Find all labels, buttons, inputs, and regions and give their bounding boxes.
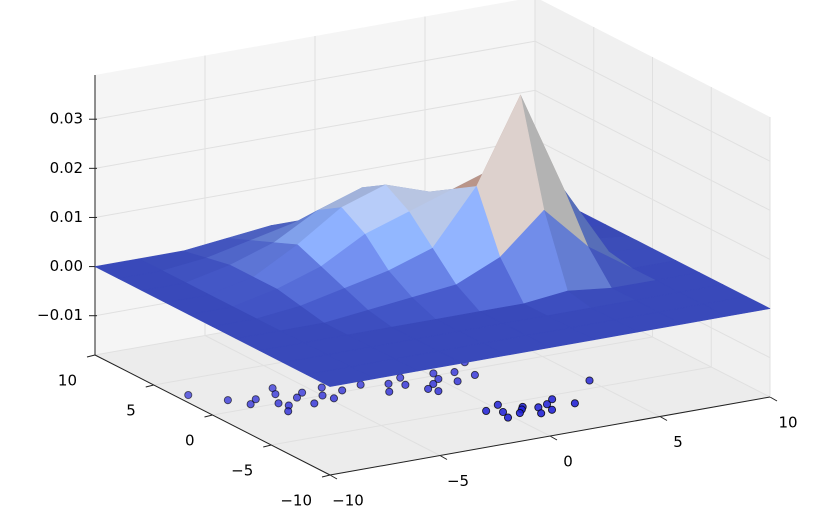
- y-tick-label: 5: [126, 402, 136, 420]
- scatter-point: [542, 400, 552, 409]
- scatter-point: [503, 413, 513, 422]
- scatter-point: [292, 393, 302, 402]
- z-tick-label: 0.03: [50, 110, 83, 128]
- y-tick: [145, 384, 154, 388]
- scatter-point: [434, 374, 443, 384]
- scatter-point: [450, 368, 459, 377]
- z-tick-label: 0.02: [50, 159, 83, 177]
- scatter-point: [385, 387, 394, 396]
- axis-line: [329, 396, 771, 476]
- x-tick-label: −10: [332, 492, 364, 510]
- x-tick: [659, 416, 668, 421]
- scatter-point: [424, 384, 433, 393]
- z-tick-label: 0.01: [50, 208, 83, 226]
- scatter-point: [396, 373, 405, 382]
- x-tick-label: 10: [778, 414, 797, 432]
- grid-line: [94, 138, 536, 218]
- scatter-point: [274, 399, 283, 408]
- scatter-point: [537, 409, 546, 418]
- grid-line: [534, 139, 771, 260]
- y-tick: [321, 474, 331, 478]
- grid-line: [534, 40, 771, 162]
- y-tick: [263, 444, 272, 448]
- y-tick-label: 10: [58, 372, 77, 390]
- scatter-point: [338, 386, 347, 395]
- x-tick: [549, 435, 558, 441]
- scatter-point: [310, 399, 319, 408]
- scatter-point: [515, 408, 524, 418]
- grid-line: [534, 89, 771, 211]
- grid-line: [94, 89, 536, 169]
- scatter-point: [318, 391, 327, 400]
- z-tick-label: −0.01: [37, 306, 83, 324]
- scatter-point: [548, 395, 557, 404]
- scatter-point: [284, 407, 293, 416]
- grid-line: [271, 366, 712, 446]
- scatter-point: [223, 396, 232, 405]
- scatter-point: [251, 395, 260, 404]
- scatter-point: [429, 379, 438, 389]
- axis-line: [94, 354, 331, 476]
- scatter-point: [434, 387, 443, 396]
- scatter-point: [317, 383, 326, 392]
- x-tick-label: 5: [673, 433, 683, 451]
- y-tick: [86, 354, 96, 358]
- scatter-point: [298, 388, 307, 397]
- scatter-point: [482, 406, 491, 416]
- scatter-point: [470, 370, 479, 380]
- scatter-point: [498, 407, 508, 417]
- x-tick-label: −5: [447, 472, 469, 490]
- z-tick-label: 0.00: [50, 257, 83, 275]
- scatter-point: [184, 390, 193, 400]
- scatter-point: [356, 380, 365, 389]
- y-tick-label: −5: [231, 462, 253, 480]
- x-tick: [769, 396, 778, 402]
- scatter-point: [384, 379, 393, 388]
- scatter-point: [429, 369, 438, 378]
- y-tick-label: 0: [185, 432, 195, 450]
- scatter-point: [585, 376, 594, 385]
- scatter-point: [401, 380, 410, 389]
- surface-face: [306, 366, 375, 387]
- scatter-point: [453, 377, 462, 386]
- scatter-point: [570, 399, 579, 408]
- scatter-point: [547, 405, 557, 414]
- scatter-point: [493, 400, 502, 409]
- scatter-point: [246, 400, 255, 409]
- y-tick: [204, 414, 213, 418]
- x-tick: [329, 474, 338, 480]
- x-tick: [439, 455, 448, 460]
- scatter-point: [271, 390, 280, 399]
- y-tick-label: −10: [280, 492, 312, 510]
- grid-line: [94, 40, 536, 120]
- x-tick-label: 0: [563, 453, 573, 471]
- scatter-point: [329, 394, 339, 403]
